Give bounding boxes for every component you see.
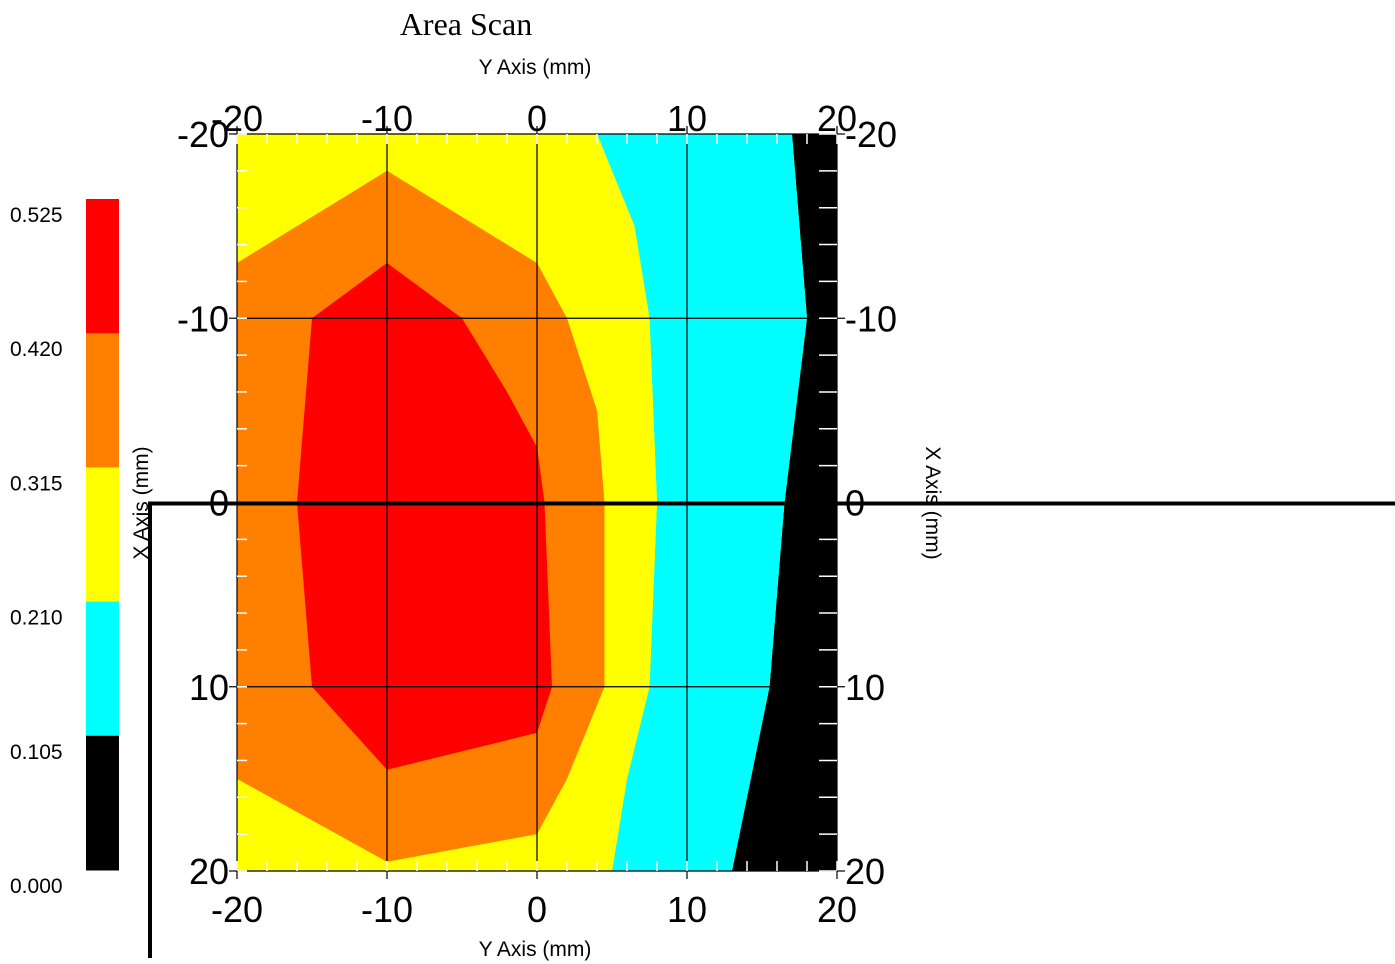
legend-color-swatch xyxy=(86,601,119,737)
right-y-tick-label: -20 xyxy=(845,114,897,155)
legend-color-swatch xyxy=(86,199,119,334)
right-y-tick-label: 20 xyxy=(845,851,885,892)
legend-color-swatch xyxy=(86,333,119,468)
legend-level-label: 0.000 xyxy=(10,875,63,898)
legend-level-label: 0.105 xyxy=(10,741,63,764)
bottom-x-tick-label: 20 xyxy=(817,889,857,930)
legend-level-label: 0.315 xyxy=(10,472,63,495)
right-y-tick-label: 10 xyxy=(845,667,885,708)
bottom-x-tick-label: -10 xyxy=(361,889,413,930)
legend-level-label: 0.210 xyxy=(10,607,63,630)
legend-level-label: 0.525 xyxy=(10,204,63,227)
top-x-axis-label: Y Axis (mm) xyxy=(479,56,592,79)
left-y-tick-label: 20 xyxy=(189,851,229,892)
chart-title: Area Scan xyxy=(400,6,532,42)
legend-color-swatch xyxy=(86,467,119,603)
bottom-x-tick-label: 10 xyxy=(667,889,707,930)
legend-level-label: 0.420 xyxy=(10,338,63,361)
contour-region xyxy=(297,263,552,770)
left-y-tick-label: 10 xyxy=(189,667,229,708)
contour-plot-area xyxy=(236,133,838,872)
left-y-tick-label: -20 xyxy=(177,114,229,155)
top-x-tick-label: 0 xyxy=(527,98,547,139)
bottom-x-axis-label: Y Axis (mm) xyxy=(479,938,592,961)
left-y-axis-label: X Axis (mm) xyxy=(130,446,153,559)
legend-color-swatch xyxy=(86,735,119,871)
bottom-x-tick-label: 0 xyxy=(527,889,547,930)
left-y-tick-label: -10 xyxy=(177,298,229,339)
sweep-indicator xyxy=(148,501,1395,958)
bottom-x-tick-label: -20 xyxy=(211,889,263,930)
right-y-tick-label: -10 xyxy=(845,298,897,339)
color-scale-legend: 0.525 0.420 0.315 0.210 0.105 0.000 xyxy=(10,199,119,898)
